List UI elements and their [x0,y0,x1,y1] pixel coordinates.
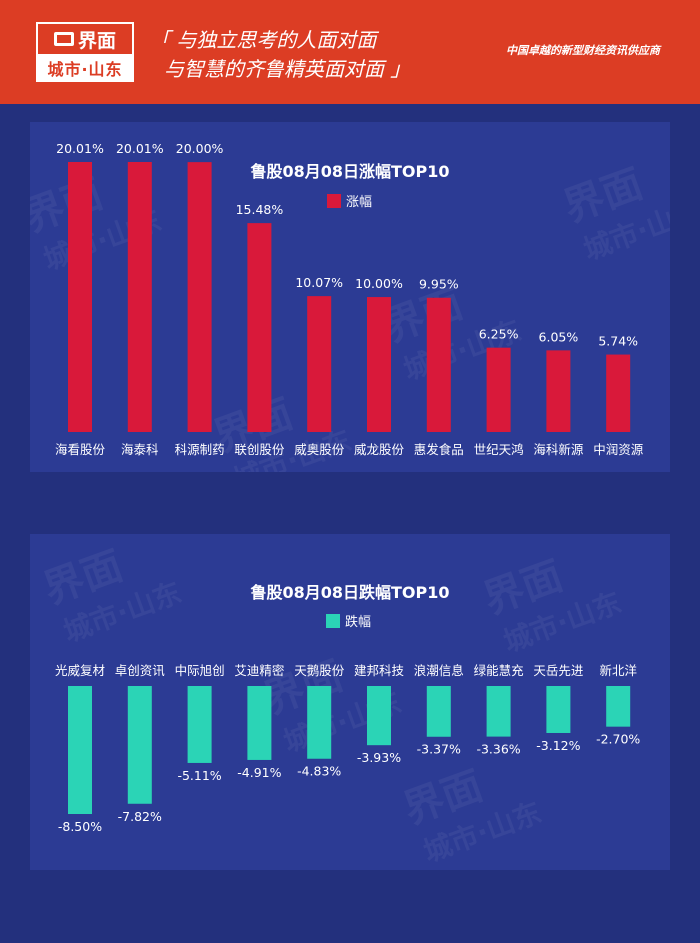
legend-swatch [327,194,341,208]
data-label: -3.12% [536,738,580,753]
header-banner: 界面 城市·山东 「 与独立思考的人面对面 与智慧的齐鲁精英面对面 」 中国卓越… [0,0,700,104]
tick-label: 中润资源 [593,442,644,457]
bar-loss [546,686,571,733]
logo-mark-icon [53,32,74,46]
tick-label: 天鹅股份 [294,663,345,678]
bar-gain [367,297,391,432]
bar-gain [426,297,451,432]
data-label: 15.48% [236,202,284,217]
data-label: -7.82% [118,809,162,824]
bar-loss [187,686,212,763]
data-label: -5.11% [177,768,221,783]
data-label: 20.01% [56,141,104,156]
legend-swatch [326,614,340,628]
data-label: -4.91% [237,765,281,780]
bar-gain [247,223,272,432]
losers-chart-panel: 界面 城市·山东 界面 城市·山东 界面 城市·山东 界面 城市·山东 鲁股08月08日跌幅TO… [30,534,670,870]
legend-label: 涨幅 [346,195,372,210]
chart-title: 鲁股08月08日跌幅TOP10 [249,583,449,602]
losers-chart: 界面城市·山东界面城市·山东界面城市·山东界面城市·山东鲁股08月08日跌幅TO… [38,543,641,869]
tick-label: 艾迪精密 [234,663,284,678]
data-label: -3.36% [476,742,520,757]
data-label: 5.74% [598,334,638,349]
tick-label: 中际旭创 [175,663,225,678]
tick-label: 威奥股份 [294,442,345,457]
slogan-line-2: 与智慧的齐鲁精英面对面 」 [164,57,411,81]
data-label: 20.01% [116,141,164,156]
bar-gain [546,350,571,432]
data-label: 10.07% [295,275,343,290]
brand-logo: 界面 城市·山东 [36,22,134,82]
slogan-line-1: 「 与独立思考的人面对面 [150,28,377,52]
bar-loss [247,686,272,760]
data-label: -3.37% [417,742,461,757]
data-label: 9.95% [419,277,459,292]
bar-loss [127,686,152,804]
legend-label: 跌幅 [345,614,371,630]
tick-label: 天岳先进 [533,663,584,678]
tick-label: 海泰科 [121,442,159,457]
chart-title: 鲁股08月08日涨幅TOP10 [249,162,449,181]
data-label: 6.25% [479,327,519,342]
tick-label: 海看股份 [55,442,106,457]
tick-label: 联创股份 [234,442,285,457]
logo-subtitle: 城市·山东 [38,54,132,82]
bar-gain [307,296,332,432]
gainers-chart-panel: 界面城市·山东界面城市·山东界面城市·山东界面城市·山东20.01%海看股份20… [30,122,670,472]
data-label: -2.70% [596,732,640,747]
tick-label: 绿能慧充 [474,663,524,678]
bar-gain [486,347,511,432]
tick-label: 卓创资讯 [115,663,166,678]
tick-label: 科源制药 [175,442,225,457]
data-label: -8.50% [58,819,102,834]
bar-loss [307,686,332,759]
bar-loss [486,686,511,737]
tick-label: 海科新源 [533,442,584,457]
data-label: 10.00% [355,276,403,291]
bar-loss [367,686,391,746]
bar-gain [187,162,212,432]
data-label: 6.05% [539,329,579,344]
data-label: -4.83% [297,764,341,779]
bar-loss [606,686,631,727]
gainers-chart: 界面城市·山东界面城市·山东界面城市·山东界面城市·山东20.01%海看股份20… [30,141,670,472]
tick-label: 光威复材 [55,663,105,678]
tick-label: 建邦科技 [354,663,405,678]
tagline: 中国卓越的新型财经资讯供应商 [506,44,660,57]
bar-gain [68,162,92,432]
bar-loss [68,686,92,814]
tick-label: 浪潮信息 [414,663,464,678]
tick-label: 威龙股份 [354,442,405,457]
data-label: 20.00% [176,141,224,156]
bar-gain [127,162,152,432]
bar-gain [606,354,631,432]
tick-label: 世纪天鸿 [474,442,524,457]
data-label: -3.93% [357,750,401,765]
tick-label: 新北洋 [599,663,637,678]
tick-label: 惠发食品 [414,442,464,457]
logo-name: 界面 [77,29,116,52]
bar-loss [426,686,451,737]
slogan: 「 与独立思考的人面对面 与智慧的齐鲁精英面对面 」 [150,26,410,84]
